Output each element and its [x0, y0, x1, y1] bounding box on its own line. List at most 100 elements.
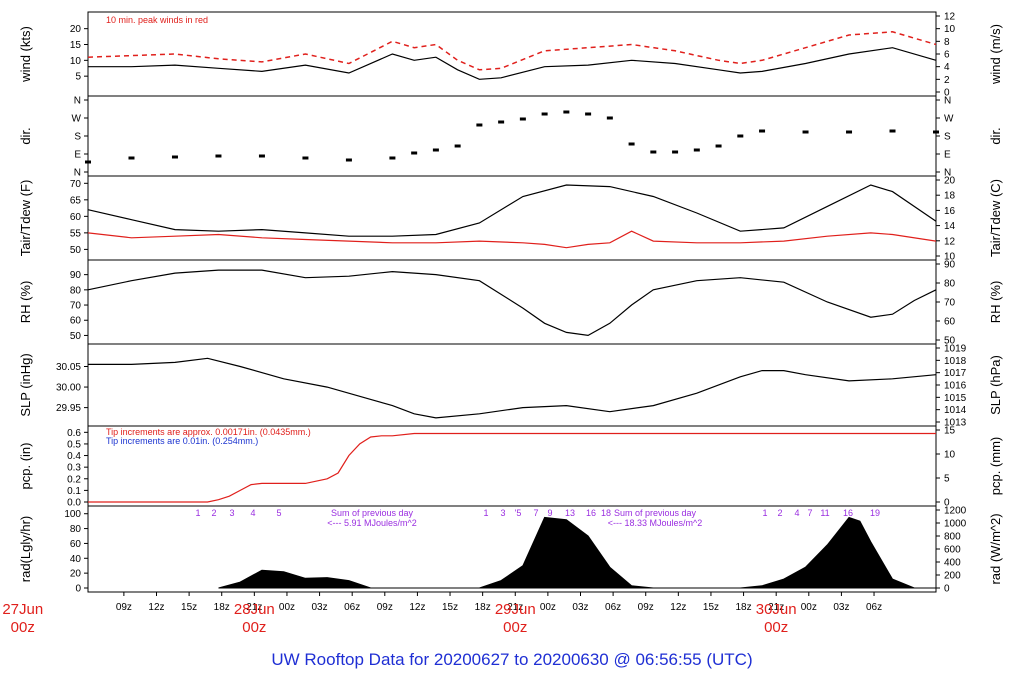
hour-mark: 1: [483, 508, 488, 518]
y-tick-label-left: 70: [70, 301, 82, 312]
y-axis-label-left: Tair/Tdew (F): [18, 180, 33, 257]
y-tick-label-left: 70: [70, 179, 82, 190]
y-tick-label-right: 1013: [944, 418, 967, 429]
y-tick-label-right: 1000: [944, 519, 967, 530]
y-axis-label-right: SLP (hPa): [988, 355, 1003, 415]
temp-series-line: [87, 184, 937, 237]
hour-mark: 16: [843, 508, 853, 518]
y-tick-label-right: 5: [944, 474, 950, 485]
x-tick-label: 06z: [344, 602, 360, 613]
y-tick-label-right: 1016: [944, 381, 967, 392]
dir-point: [258, 154, 265, 158]
dir-point: [476, 123, 483, 127]
x-tick-label: 00z: [801, 602, 817, 613]
pcp-annotation: Tip increments are approx. 0.00171in. (0…: [106, 427, 311, 437]
y-axis-label-left: dir.: [18, 127, 33, 144]
x-tick-label: 21z: [507, 602, 523, 613]
y-tick-label-right: 1017: [944, 368, 967, 379]
y-tick-label-right: 12: [944, 236, 956, 247]
y-tick-label-right: 800: [944, 532, 961, 543]
dir-point: [846, 130, 853, 134]
y-tick-label-right: 400: [944, 558, 961, 569]
y-axis-label-left: rad(Lgly/hr): [18, 516, 33, 582]
dir-point: [693, 148, 700, 152]
slp-series-line: [88, 357, 937, 419]
y-tick-label-left: 30.05: [56, 362, 81, 373]
y-tick-label-right: 10: [944, 252, 956, 263]
y-tick-label-left: 40: [70, 554, 82, 565]
y-tick-label-left: 20: [70, 24, 82, 35]
y-tick-label-left: 65: [70, 195, 82, 206]
y-tick-label-right: 1019: [944, 344, 967, 355]
panel-frame: [87, 95, 937, 177]
daily-sum-label: Sum of previous day: [331, 508, 414, 518]
y-tick-label-right: 15: [944, 426, 956, 437]
hour-mark: 3: [229, 508, 234, 518]
y-tick-label-right: 0: [944, 88, 950, 99]
hour-mark: 13: [565, 508, 575, 518]
y-tick-label-right: 16: [944, 206, 956, 217]
dir-point: [432, 148, 439, 152]
y-tick-label-right: 8: [944, 37, 950, 48]
x-tick-label: 06z: [866, 602, 882, 613]
dir-point: [498, 120, 505, 124]
y-axis-label-right: dir.: [988, 127, 1003, 144]
pcp-annotation: Tip increments are 0.01in. (0.254mm.): [106, 436, 258, 446]
day-label-date: 28Jun: [234, 601, 275, 618]
dir-point: [802, 130, 809, 134]
y-tick-label-right: 200: [944, 571, 961, 582]
y-tick-label-right: N: [944, 168, 951, 179]
y-tick-label-left: 0.6: [67, 428, 81, 439]
hour-mark: 1: [762, 508, 767, 518]
daily-sum-label: Sum of previous day: [614, 508, 697, 518]
x-tick-label: 06z: [605, 602, 621, 613]
y-axis-label-right: pcp. (mm): [988, 437, 1003, 496]
x-tick-label: 15z: [442, 602, 458, 613]
y-axis-label-right: wind (m/s): [988, 24, 1003, 85]
dir-point: [759, 129, 766, 133]
wind-series-line: [87, 31, 937, 71]
dir-point: [650, 150, 657, 154]
y-tick-label-left: 15: [70, 40, 82, 51]
dir-point: [519, 117, 526, 121]
y-tick-label-right: 600: [944, 545, 961, 556]
y-tick-label-right: 12: [944, 12, 956, 23]
y-tick-label-left: 60: [70, 316, 82, 327]
day-label-time: 00z: [764, 619, 788, 636]
panel-frame: [87, 11, 937, 97]
y-tick-label-left: 60: [70, 539, 82, 550]
x-tick-label: 18z: [736, 602, 752, 613]
y-tick-label-left: 29.95: [56, 403, 81, 414]
y-axis-label-left: pcp. (in): [18, 443, 33, 490]
hour-mark: 2: [777, 508, 782, 518]
y-axis-label-left: SLP (inHg): [18, 353, 33, 416]
dir-point: [215, 154, 222, 158]
y-tick-label-left: 90: [70, 270, 82, 281]
y-tick-label-left: 80: [70, 524, 82, 535]
hour-mark: 7: [533, 508, 538, 518]
x-tick-label: 12z: [670, 602, 686, 613]
y-tick-label-left: S: [74, 132, 81, 143]
hour-mark: 16: [586, 508, 596, 518]
y-tick-label-right: 20: [944, 176, 956, 187]
y-tick-label-left: 0.4: [67, 451, 81, 462]
x-tick-label: 12z: [148, 602, 164, 613]
hour-mark: '5: [515, 508, 522, 518]
hour-mark: 4: [250, 508, 255, 518]
y-tick-label-left: 50: [70, 331, 82, 342]
dir-point: [889, 129, 896, 133]
x-tick-label: 18z: [214, 602, 230, 613]
y-tick-label-right: 1200: [944, 506, 967, 517]
dir-point: [715, 144, 722, 148]
y-tick-label-left: 0.3: [67, 463, 81, 474]
y-tick-label-left: E: [74, 150, 81, 161]
y-axis-label-right: Tair/Tdew (C): [988, 179, 1003, 257]
y-axis-label-right: RH (%): [988, 281, 1003, 324]
dir-point: [541, 112, 548, 116]
y-tick-label-left: 30.00: [56, 383, 81, 394]
y-tick-label-right: 1014: [944, 405, 967, 416]
x-tick-label: 15z: [181, 602, 197, 613]
y-tick-label-right: 14: [944, 221, 956, 232]
y-tick-label-right: 80: [944, 279, 956, 290]
y-tick-label-left: 10: [70, 56, 82, 67]
